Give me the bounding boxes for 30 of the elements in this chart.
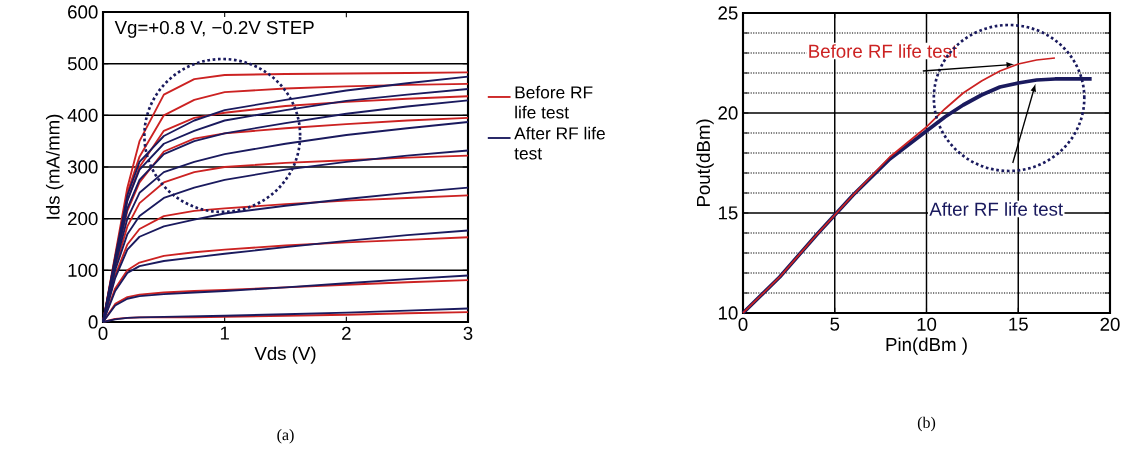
x-axis-title: Vds (V): [254, 346, 316, 364]
x-tick-label: 0: [98, 326, 108, 340]
y-tick-label: 20: [718, 106, 738, 120]
legend-label: Before RF life test: [515, 85, 593, 119]
text: After RF life test: [929, 202, 1063, 216]
y-tick-label: 200: [68, 212, 98, 226]
x-tick-label: 1: [220, 326, 229, 340]
y-tick-label: 25: [718, 6, 738, 20]
text: (a): [277, 428, 294, 444]
series-label: Before RF life test: [809, 44, 958, 58]
y-axis-title: Pout(dBm): [696, 119, 714, 207]
legend-label: After RF life test: [514, 126, 605, 160]
x-tick-label: 3: [463, 326, 473, 340]
text: (b): [917, 416, 936, 432]
y-tick-label: 400: [67, 108, 98, 122]
x-tick-label: 15: [1009, 317, 1028, 331]
y-tick-label: 600: [68, 5, 98, 19]
x-tick-label: 10: [917, 317, 937, 331]
x-tick-label: 0: [738, 317, 748, 331]
y-tick-label: 300: [67, 160, 98, 174]
y-tick-label: 15: [718, 206, 738, 220]
y-tick-label: 10: [718, 306, 738, 320]
x-axis-title: Pin(dBm ): [886, 337, 967, 355]
y-tick-label: 100: [68, 263, 98, 277]
y-axis-title: Ids (mA/mm): [45, 114, 64, 219]
x-tick-label: 2: [342, 326, 351, 340]
y-tick-label: 500: [67, 57, 98, 71]
x-tick-label: 5: [830, 317, 840, 331]
x-tick-label: 20: [1100, 317, 1120, 331]
annotation: Vg=+0.8 V, −0.2V STEP: [114, 20, 314, 38]
